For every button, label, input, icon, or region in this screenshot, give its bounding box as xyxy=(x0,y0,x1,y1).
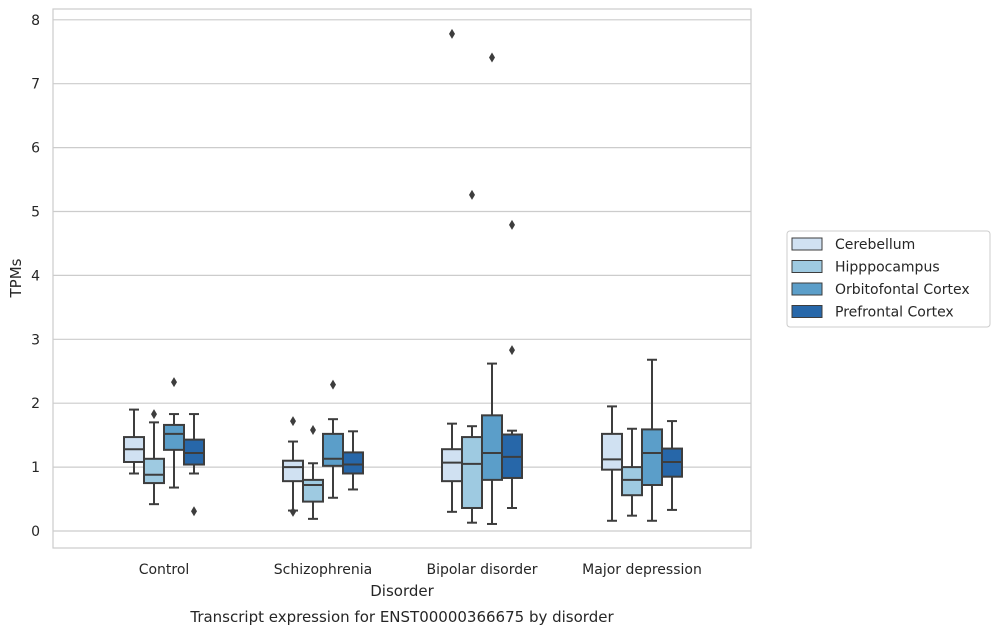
box-1-2 xyxy=(322,379,344,499)
box-iqr xyxy=(621,466,643,497)
box-2-2 xyxy=(481,52,503,525)
legend-label: Cerebellum xyxy=(835,237,915,253)
box-plots xyxy=(123,28,683,525)
y-axis-ticks: 0 1 2 3 4 5 6 7 8 xyxy=(31,13,40,540)
legend-label: Prefrontal Cortex xyxy=(835,305,954,321)
box-iqr xyxy=(282,459,304,483)
legend-swatch xyxy=(791,305,823,318)
box-3-3 xyxy=(661,420,683,511)
legend-frame xyxy=(786,230,991,328)
box-0-0 xyxy=(123,408,145,475)
box-1-3 xyxy=(342,430,364,491)
outlier-point xyxy=(290,506,296,517)
box-2-3 xyxy=(501,219,523,509)
outlier-point xyxy=(191,506,197,517)
box-iqr xyxy=(143,457,165,485)
box-iqr xyxy=(601,432,623,471)
outlier-point xyxy=(151,409,157,420)
box-2-0 xyxy=(441,28,463,513)
legend-label: Orbitofontal Cortex xyxy=(835,282,970,298)
legend: Cerebellum Hipppocampus Orbitofontal Corte… xyxy=(786,230,991,328)
outlier-point xyxy=(489,52,495,63)
box-iqr xyxy=(641,428,663,486)
x-tick-label: Control xyxy=(139,562,190,578)
y-axis-label: TPMs xyxy=(7,258,25,298)
box-0-3 xyxy=(183,413,205,517)
x-axis-ticks: Control Schizophrenia Bipolar disorder Majo… xyxy=(139,562,702,578)
box-iqr xyxy=(322,432,344,467)
box-iqr xyxy=(441,448,463,483)
x-tick-label: Schizophrenia xyxy=(274,562,372,578)
box-iqr xyxy=(342,451,364,475)
legend-swatch xyxy=(791,282,823,296)
outlier-point xyxy=(509,219,515,230)
legend-swatch xyxy=(791,237,823,251)
outlier-point xyxy=(310,425,316,436)
box-3-0 xyxy=(601,405,623,522)
box-iqr xyxy=(302,478,324,503)
outlier-point xyxy=(330,379,336,390)
y-tick-label: 6 xyxy=(31,141,40,157)
plot-area xyxy=(52,8,752,549)
y-tick-label: 8 xyxy=(31,13,40,29)
outlier-point xyxy=(290,416,296,427)
outlier-point xyxy=(449,28,455,39)
x-axis-label: Disorder xyxy=(370,582,434,600)
box-0-1 xyxy=(143,409,165,506)
box-iqr xyxy=(461,436,483,509)
outlier-point xyxy=(171,377,177,388)
y-tick-label: 7 xyxy=(31,77,40,93)
y-tick-label: 1 xyxy=(31,460,40,476)
y-tick-label: 5 xyxy=(31,205,40,221)
outlier-point xyxy=(509,345,515,356)
y-tick-label: 2 xyxy=(31,396,40,412)
box-1-1 xyxy=(302,425,324,520)
outlier-point xyxy=(469,189,475,200)
y-tick-label: 3 xyxy=(31,332,40,348)
box-iqr xyxy=(481,414,503,481)
box-0-2 xyxy=(163,377,185,489)
legend-label: Hipppocampus xyxy=(835,260,940,276)
y-tick-label: 0 xyxy=(31,524,40,540)
box-iqr xyxy=(163,423,185,451)
legend-swatch xyxy=(791,260,823,273)
y-tick-label: 4 xyxy=(31,268,40,284)
box-1-0 xyxy=(282,416,304,517)
gridlines xyxy=(53,19,751,532)
x-tick-label: Bipolar disorder xyxy=(426,562,537,578)
x-tick-label: Major depression xyxy=(582,562,702,578)
chart-title: Transcript expression for ENST0000036667… xyxy=(189,608,614,626)
